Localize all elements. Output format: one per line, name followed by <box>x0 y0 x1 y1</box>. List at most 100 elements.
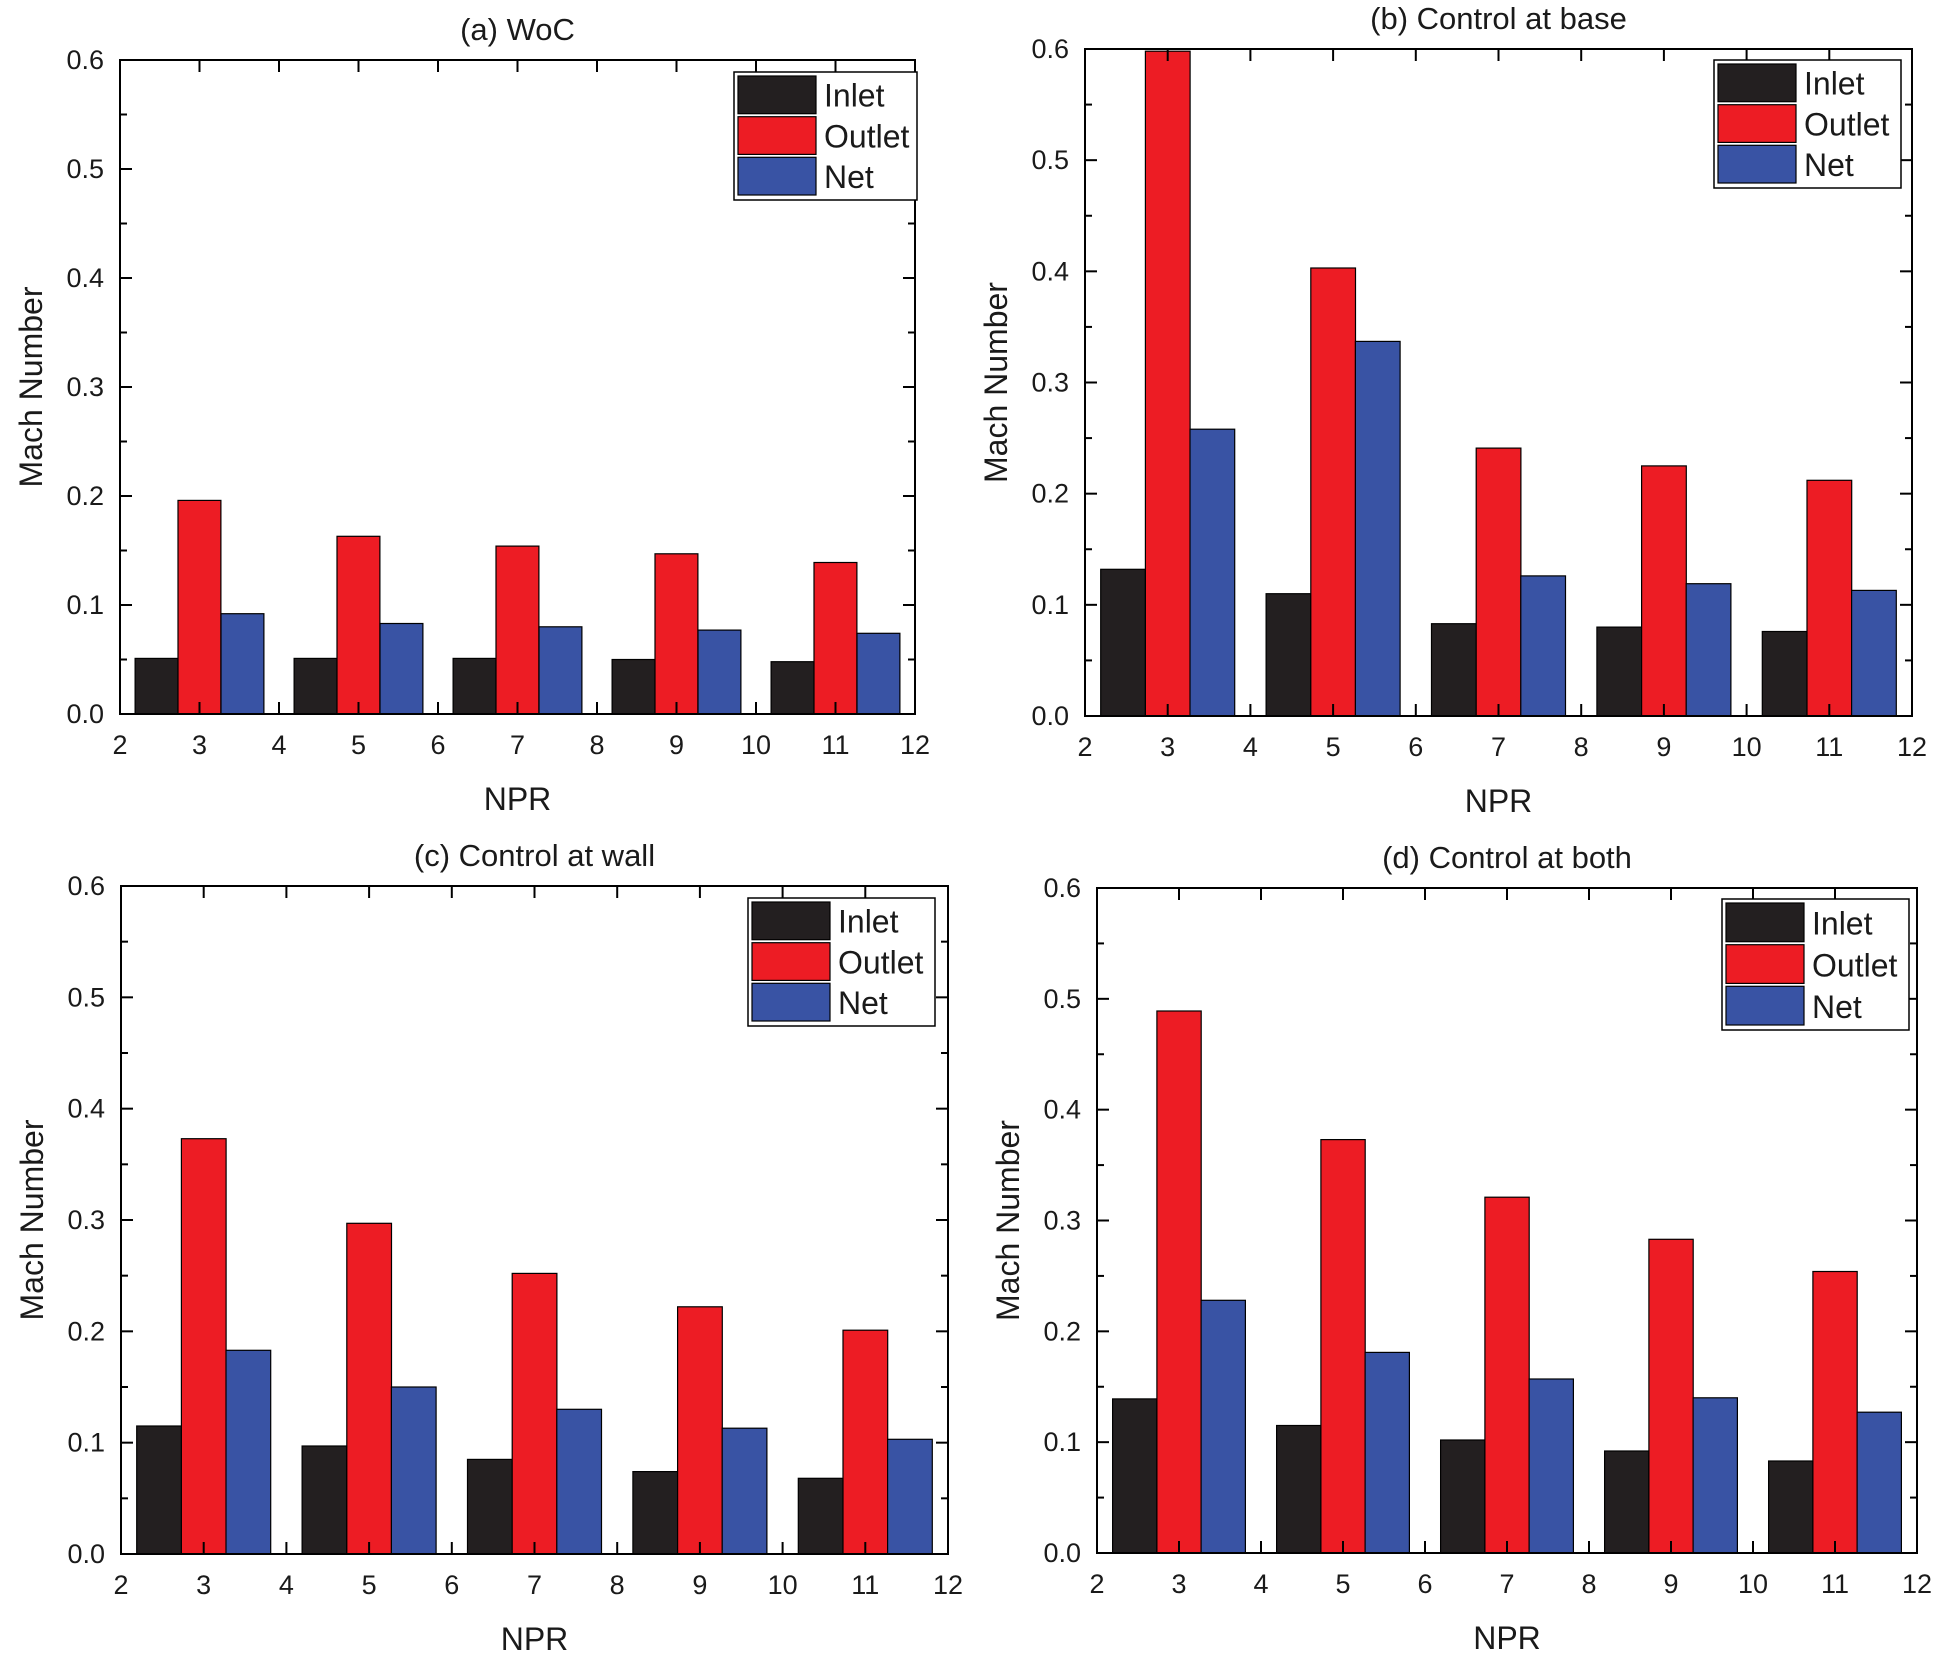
x-tick-label: 11 <box>821 730 849 760</box>
legend-label-net: Net <box>824 159 874 195</box>
bar-outlet-npr-7 <box>1475 447 1522 717</box>
legend-swatch-outlet <box>751 942 831 982</box>
x-tick-label: 5 <box>362 1570 377 1600</box>
bar-inlet-npr-9 <box>1596 626 1643 717</box>
legend-swatch-inlet <box>1717 63 1797 103</box>
x-tick-label: 2 <box>113 1570 128 1600</box>
y-tick-label: 0.3 <box>67 1205 105 1235</box>
x-tick-label: 4 <box>1253 1569 1268 1599</box>
bar-net-npr-5 <box>1364 1351 1410 1554</box>
bar-outlet-npr-7 <box>1484 1196 1530 1554</box>
bar-net-npr-9 <box>697 629 742 715</box>
bar-outlet-npr-3 <box>180 1138 227 1555</box>
bar-outlet-npr-5 <box>336 535 381 715</box>
bar-inlet-npr-9 <box>611 658 656 715</box>
x-tick-label: 12 <box>900 730 930 760</box>
bar-inlet-npr-11 <box>1761 630 1808 717</box>
bar-net-npr-3 <box>225 1349 272 1555</box>
bar-inlet-npr-3 <box>134 657 179 715</box>
x-tick-label: 12 <box>1902 1569 1932 1599</box>
x-tick-label: 3 <box>192 730 207 760</box>
x-tick-label: 3 <box>1160 732 1175 762</box>
x-tick-label: 7 <box>527 1570 542 1600</box>
chart-panel-3: 2 3 4 5 6 7 8 9 10 11 12 0.0 0.1 0.2 0.3 0.4 0.5 0.6 (d) C… <box>990 840 1932 1656</box>
x-tick-label: 3 <box>1171 1569 1186 1599</box>
bar-outlet-npr-9 <box>1640 465 1687 717</box>
bar-inlet-npr-3 <box>136 1425 182 1555</box>
bar-net-npr-7 <box>556 1408 603 1555</box>
x-tick-label: 6 <box>430 730 445 760</box>
legend-label-outlet: Outlet <box>1804 106 1889 142</box>
y-tick-label: 0.1 <box>67 1428 105 1458</box>
x-tick-label: 9 <box>1663 1569 1678 1599</box>
bar-inlet-npr-9 <box>1603 1450 1650 1554</box>
chart-panel-2: 2 3 4 5 6 7 8 9 10 11 12 0.0 0.1 0.2 0.3 0.4 0.5 0.6 (c) C… <box>14 838 963 1657</box>
x-axis-title: NPR <box>501 1621 569 1657</box>
bar-net-npr-11 <box>886 1438 933 1555</box>
legend-swatch-inlet <box>1725 902 1805 943</box>
x-tick-label: 7 <box>1499 1569 1514 1599</box>
y-tick-label: 0.1 <box>1031 590 1069 620</box>
legend-label-net: Net <box>1812 989 1862 1025</box>
x-tick-label: 2 <box>112 730 127 760</box>
bar-net-npr-7 <box>1528 1378 1574 1554</box>
y-tick-label: 0.2 <box>1043 1316 1081 1346</box>
legend: Inlet Outlet Net <box>1713 59 1902 189</box>
legend: Inlet Outlet Net <box>733 71 918 201</box>
x-tick-label: 12 <box>1897 732 1927 762</box>
legend-swatch-net <box>1717 144 1797 184</box>
y-tick-label: 0.0 <box>1031 701 1069 731</box>
y-tick-label: 0.2 <box>1031 479 1069 509</box>
bar-net-npr-9 <box>1685 583 1732 717</box>
x-tick-label: 6 <box>444 1570 459 1600</box>
bar-outlet-npr-9 <box>1648 1238 1694 1554</box>
x-tick-label: 11 <box>1821 1569 1849 1599</box>
x-tick-label: 6 <box>1417 1569 1432 1599</box>
y-tick-label: 0.3 <box>1043 1206 1081 1236</box>
legend-label-outlet: Outlet <box>838 944 923 980</box>
bar-net-npr-5 <box>379 622 424 715</box>
x-tick-label: 5 <box>1326 732 1341 762</box>
y-tick-label: 0.3 <box>1031 368 1069 398</box>
y-tick-label: 0.0 <box>66 699 104 729</box>
x-tick-label: 10 <box>768 1570 798 1600</box>
x-tick-label: 9 <box>669 730 684 760</box>
bar-net-npr-5 <box>390 1386 437 1555</box>
x-tick-label: 6 <box>1408 732 1423 762</box>
x-tick-label: 10 <box>1732 732 1762 762</box>
bar-outlet-npr-5 <box>1320 1138 1366 1554</box>
legend-label-inlet: Inlet <box>1804 66 1865 102</box>
y-tick-label: 0.5 <box>1043 984 1081 1014</box>
x-tick-label: 2 <box>1077 732 1092 762</box>
legend-label-outlet: Outlet <box>1812 947 1897 983</box>
bar-inlet-npr-11 <box>1767 1460 1814 1554</box>
y-axis-title: Mach Number <box>13 286 49 487</box>
x-tick-label: 4 <box>1243 732 1258 762</box>
x-tick-label: 12 <box>933 1570 963 1600</box>
bar-inlet-npr-5 <box>1265 593 1312 717</box>
legend: Inlet Outlet Net <box>1721 898 1910 1031</box>
panel-title: (c) Control at wall <box>414 838 655 873</box>
y-tick-label: 0.5 <box>67 982 105 1012</box>
bar-outlet-npr-7 <box>511 1272 558 1555</box>
y-tick-label: 0.2 <box>67 1316 105 1346</box>
x-tick-label: 8 <box>1574 732 1589 762</box>
y-tick-label: 0.4 <box>1031 256 1069 286</box>
bar-inlet-npr-11 <box>797 1477 844 1555</box>
x-axis-title: NPR <box>1473 1620 1541 1656</box>
x-tick-label: 3 <box>196 1570 211 1600</box>
bar-outlet-npr-3 <box>1156 1010 1202 1554</box>
y-tick-label: 0.4 <box>67 1094 105 1124</box>
bar-outlet-npr-3 <box>177 499 222 715</box>
y-tick-label: 0.1 <box>66 590 104 620</box>
bar-net-npr-5 <box>1354 340 1401 717</box>
chart-panel-0: 2 3 4 5 6 7 8 9 10 11 12 0.0 0.1 0.2 0.3 0.4 0.5 0.6 (a) W… <box>13 12 930 817</box>
bar-inlet-npr-5 <box>293 657 338 715</box>
y-axis-title: Mach Number <box>978 282 1014 483</box>
x-tick-label: 8 <box>1581 1569 1596 1599</box>
bar-inlet-npr-7 <box>466 1458 513 1555</box>
bar-inlet-npr-9 <box>632 1470 679 1555</box>
x-tick-label: 9 <box>692 1570 707 1600</box>
x-tick-label: 8 <box>589 730 604 760</box>
